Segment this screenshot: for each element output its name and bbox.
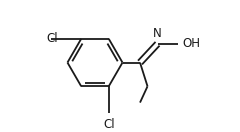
Text: Cl: Cl <box>103 118 114 131</box>
Text: OH: OH <box>183 37 201 50</box>
Text: Cl: Cl <box>46 32 58 45</box>
Text: N: N <box>153 27 162 40</box>
